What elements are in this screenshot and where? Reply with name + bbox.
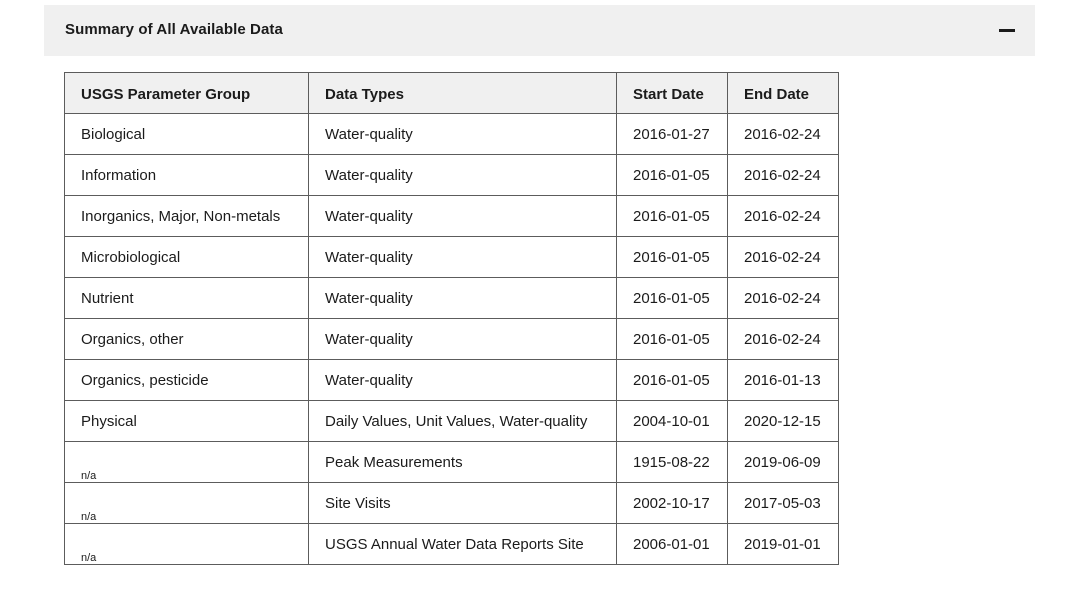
cell-start-date: 2016-01-05 bbox=[616, 195, 728, 237]
table-row: Information Water-quality 2016-01-05 201… bbox=[64, 154, 839, 196]
header-end-date: End Date bbox=[727, 72, 839, 114]
cell-data-types: USGS Annual Water Data Reports Site bbox=[308, 523, 617, 565]
table-row: Physical Daily Values, Unit Values, Wate… bbox=[64, 400, 839, 442]
cell-data-types: Water-quality bbox=[308, 195, 617, 237]
table-row: n/a USGS Annual Water Data Reports Site … bbox=[64, 523, 839, 565]
table-row: n/a Peak Measurements 1915-08-22 2019-06… bbox=[64, 441, 839, 483]
cell-start-date: 1915-08-22 bbox=[616, 441, 728, 483]
cell-parameter-group: Information bbox=[64, 154, 309, 196]
cell-start-date: 2016-01-27 bbox=[616, 113, 728, 155]
accordion-summary-header[interactable]: Summary of All Available Data bbox=[44, 5, 1035, 56]
cell-parameter-group: Organics, pesticide bbox=[64, 359, 309, 401]
cell-data-types: Site Visits bbox=[308, 482, 617, 524]
cell-start-date: 2016-01-05 bbox=[616, 236, 728, 278]
cell-parameter-group: Nutrient bbox=[64, 277, 309, 319]
cell-start-date: 2016-01-05 bbox=[616, 359, 728, 401]
cell-data-types: Daily Values, Unit Values, Water-quality bbox=[308, 400, 617, 442]
cell-start-date: 2016-01-05 bbox=[616, 154, 728, 196]
cell-end-date: 2019-06-09 bbox=[727, 441, 839, 483]
table-row: Inorganics, Major, Non-metals Water-qual… bbox=[64, 195, 839, 237]
cell-parameter-group: n/a bbox=[64, 482, 309, 524]
minus-icon[interactable] bbox=[999, 23, 1015, 39]
cell-end-date: 2016-02-24 bbox=[727, 113, 839, 155]
cell-data-types: Peak Measurements bbox=[308, 441, 617, 483]
table-row: Nutrient Water-quality 2016-01-05 2016-0… bbox=[64, 277, 839, 319]
cell-data-types: Water-quality bbox=[308, 277, 617, 319]
summary-table: USGS Parameter Group Data Types Start Da… bbox=[64, 72, 839, 565]
cell-data-types: Water-quality bbox=[308, 154, 617, 196]
cell-end-date: 2016-02-24 bbox=[727, 318, 839, 360]
cell-end-date: 2016-02-24 bbox=[727, 195, 839, 237]
cell-parameter-group: Physical bbox=[64, 400, 309, 442]
cell-start-date: 2002-10-17 bbox=[616, 482, 728, 524]
cell-end-date: 2016-02-24 bbox=[727, 154, 839, 196]
cell-parameter-group: Biological bbox=[64, 113, 309, 155]
cell-end-date: 2016-01-13 bbox=[727, 359, 839, 401]
cell-start-date: 2016-01-05 bbox=[616, 318, 728, 360]
header-parameter-group: USGS Parameter Group bbox=[64, 72, 309, 114]
cell-parameter-group: Organics, other bbox=[64, 318, 309, 360]
accordion-title: Summary of All Available Data bbox=[65, 21, 283, 38]
table-row: Microbiological Water-quality 2016-01-05… bbox=[64, 236, 839, 278]
table-row: n/a Site Visits 2002-10-17 2017-05-03 bbox=[64, 482, 839, 524]
header-start-date: Start Date bbox=[616, 72, 728, 114]
table-row: Organics, other Water-quality 2016-01-05… bbox=[64, 318, 839, 360]
cell-parameter-group: n/a bbox=[64, 523, 309, 565]
cell-end-date: 2016-02-24 bbox=[727, 236, 839, 278]
cell-parameter-group: n/a bbox=[64, 441, 309, 483]
table-row: Organics, pesticide Water-quality 2016-0… bbox=[64, 359, 839, 401]
cell-data-types: Water-quality bbox=[308, 318, 617, 360]
cell-data-types: Water-quality bbox=[308, 113, 617, 155]
cell-start-date: 2016-01-05 bbox=[616, 277, 728, 319]
cell-end-date: 2020-12-15 bbox=[727, 400, 839, 442]
cell-parameter-group: Inorganics, Major, Non-metals bbox=[64, 195, 309, 237]
header-data-types: Data Types bbox=[308, 72, 617, 114]
cell-end-date: 2016-02-24 bbox=[727, 277, 839, 319]
cell-start-date: 2006-01-01 bbox=[616, 523, 728, 565]
cell-parameter-group: Microbiological bbox=[64, 236, 309, 278]
cell-data-types: Water-quality bbox=[308, 359, 617, 401]
cell-data-types: Water-quality bbox=[308, 236, 617, 278]
table-header-row: USGS Parameter Group Data Types Start Da… bbox=[64, 72, 839, 114]
cell-start-date: 2004-10-01 bbox=[616, 400, 728, 442]
table-row: Biological Water-quality 2016-01-27 2016… bbox=[64, 113, 839, 155]
cell-end-date: 2017-05-03 bbox=[727, 482, 839, 524]
cell-end-date: 2019-01-01 bbox=[727, 523, 839, 565]
